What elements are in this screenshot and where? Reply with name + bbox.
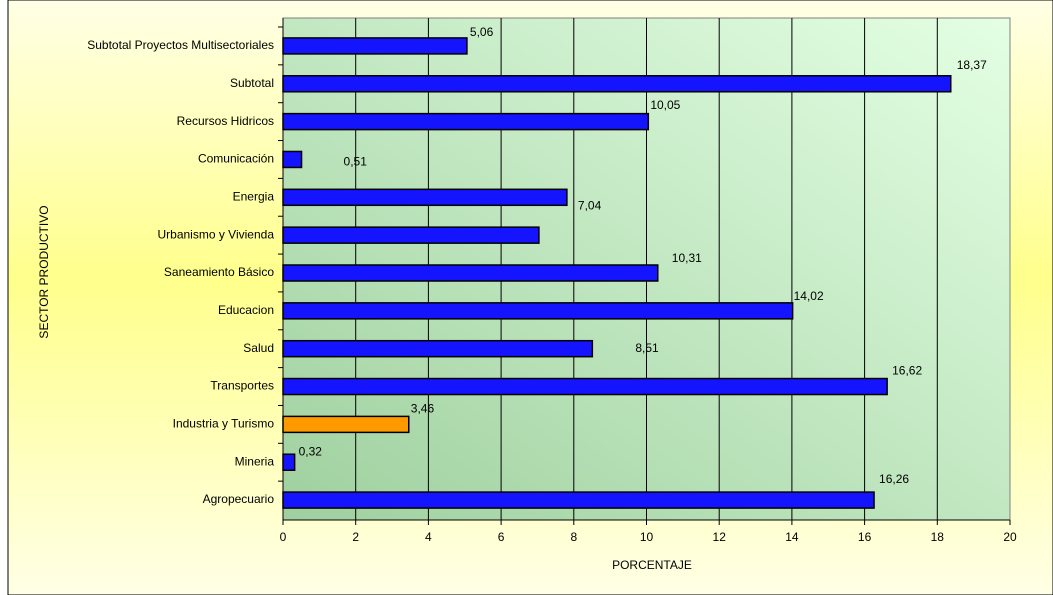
x-tick-label: 2 [352, 530, 359, 544]
bar [282, 415, 410, 434]
data-label: 18,37 [957, 58, 987, 72]
y-tick-label: Saneamiento Básico [164, 265, 274, 279]
bar [282, 75, 952, 93]
data-label: 10,05 [650, 98, 680, 112]
data-label: 14,02 [794, 289, 824, 303]
x-tick-label: 0 [280, 530, 287, 544]
bar [282, 264, 659, 282]
y-axis-title: SECTOR PRODUCTIVO [37, 205, 51, 338]
bar [282, 112, 650, 131]
y-tick-label: Subtotal [230, 76, 274, 90]
data-label: 8,51 [635, 341, 659, 355]
bar [282, 453, 296, 471]
y-tick-label: Transportes [210, 379, 274, 393]
y-tick-label: Agropecuario [203, 492, 275, 506]
y-tick-label: Subtotal Proyectos Multisectoriales [87, 38, 274, 52]
bar [282, 302, 794, 320]
bar [282, 188, 568, 207]
data-label: 3,46 [411, 402, 435, 416]
x-tick-label: 10 [640, 530, 654, 544]
data-label: 5,06 [470, 25, 494, 39]
x-axis-title: PORCENTAJE [612, 558, 692, 572]
x-tick-label: 14 [785, 530, 799, 544]
y-tick-label: Energia [233, 189, 275, 203]
bar [282, 150, 303, 169]
y-tick-label: Urbanismo y Vivienda [157, 227, 274, 241]
data-label: 0,32 [299, 444, 323, 458]
bar [282, 339, 594, 358]
x-tick-label: 12 [713, 530, 727, 544]
x-tick-label: 6 [498, 530, 505, 544]
data-label: 16,62 [892, 364, 922, 378]
x-tick-label: 8 [570, 530, 577, 544]
data-label: 0,51 [344, 155, 368, 169]
x-tick-label: 20 [1003, 530, 1017, 544]
data-label: 10,31 [672, 251, 702, 265]
y-tick-label: Mineria [235, 454, 275, 468]
y-tick-label: Comunicación [198, 152, 274, 166]
y-tick-label: Educacion [218, 303, 274, 317]
bar [282, 226, 540, 244]
data-label: 7,04 [578, 198, 602, 212]
y-tick-label: Salud [243, 341, 274, 355]
data-label: 16,26 [879, 472, 909, 486]
bar [282, 37, 468, 55]
y-tick-label: Recursos Hidricos [177, 114, 274, 128]
x-tick-label: 4 [425, 530, 432, 544]
y-tick-label: Industria y Turismo [173, 417, 275, 431]
bar [282, 377, 888, 396]
bar [282, 491, 875, 509]
x-tick-label: 16 [858, 530, 872, 544]
x-tick-label: 18 [931, 530, 945, 544]
